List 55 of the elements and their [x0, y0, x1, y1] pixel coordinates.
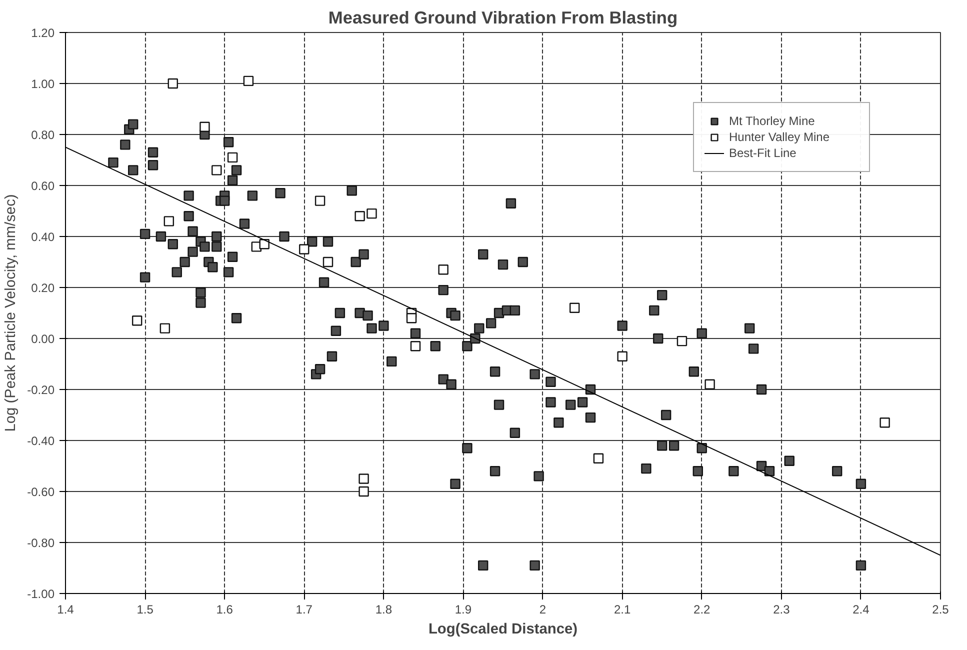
y-tick-label: -0.80	[27, 536, 55, 550]
legend-label: Best-Fit Line	[729, 145, 798, 161]
point	[354, 211, 365, 222]
point	[880, 418, 890, 428]
point	[438, 264, 448, 275]
point	[227, 152, 238, 163]
point	[366, 208, 377, 219]
point	[406, 313, 417, 324]
point	[243, 76, 254, 86]
point	[358, 486, 369, 497]
point	[259, 239, 270, 250]
y-tick-label: 1.00	[31, 77, 55, 91]
x-axis-title: Log(Scaled Distance)	[428, 622, 578, 638]
x-tick-label: 2.1	[614, 602, 631, 616]
y-tick-label: 0.40	[31, 230, 55, 244]
y-axis-title: Log (Peak Particle Velocity, mm/sec)	[3, 194, 20, 432]
y-tick-label: -0.40	[27, 434, 55, 448]
y-tick-label: 1.20	[31, 26, 55, 40]
point	[164, 216, 174, 226]
point	[212, 165, 222, 176]
point	[358, 474, 369, 484]
x-tick-label: 2.2	[694, 602, 711, 616]
point	[299, 244, 310, 254]
chart-title: Measured Ground Vibration From Blasting	[328, 8, 678, 28]
x-tick-label: 1.4	[57, 602, 74, 616]
y-tick-label: 0.20	[31, 281, 55, 295]
point	[314, 196, 326, 206]
y-tick-label: 0.60	[31, 179, 55, 193]
x-tick-label: 1.5	[136, 602, 154, 616]
x-tick-label: 1.6	[216, 602, 234, 616]
y-tick-label: -0.60	[27, 485, 55, 499]
x-tick-label: 2	[539, 602, 546, 616]
y-tick-label: 0.00	[31, 332, 55, 346]
legend-label: Mt Thorley Mine	[729, 113, 816, 129]
point	[322, 256, 334, 268]
x-tick-label: 2.3	[773, 602, 790, 616]
x-tick-label: 1.8	[375, 602, 392, 616]
point	[132, 316, 142, 326]
y-tick-label: -0.20	[27, 383, 55, 397]
point	[617, 351, 628, 362]
point	[168, 78, 178, 89]
x-tick-label: 1.9	[454, 602, 472, 616]
legend-label: Hunter Valley Mine	[729, 129, 830, 145]
point	[410, 341, 421, 352]
point	[200, 122, 210, 132]
point	[704, 379, 715, 390]
y-tick-label: -1.00	[27, 587, 55, 601]
point	[676, 336, 688, 346]
point	[160, 323, 170, 334]
y-tick-label: 0.80	[31, 128, 55, 142]
x-tick-label: 2.4	[852, 602, 870, 616]
x-tick-label: 1.7	[296, 602, 313, 616]
point	[569, 302, 580, 313]
x-tick-label: 2.5	[932, 602, 950, 616]
point	[593, 453, 604, 464]
